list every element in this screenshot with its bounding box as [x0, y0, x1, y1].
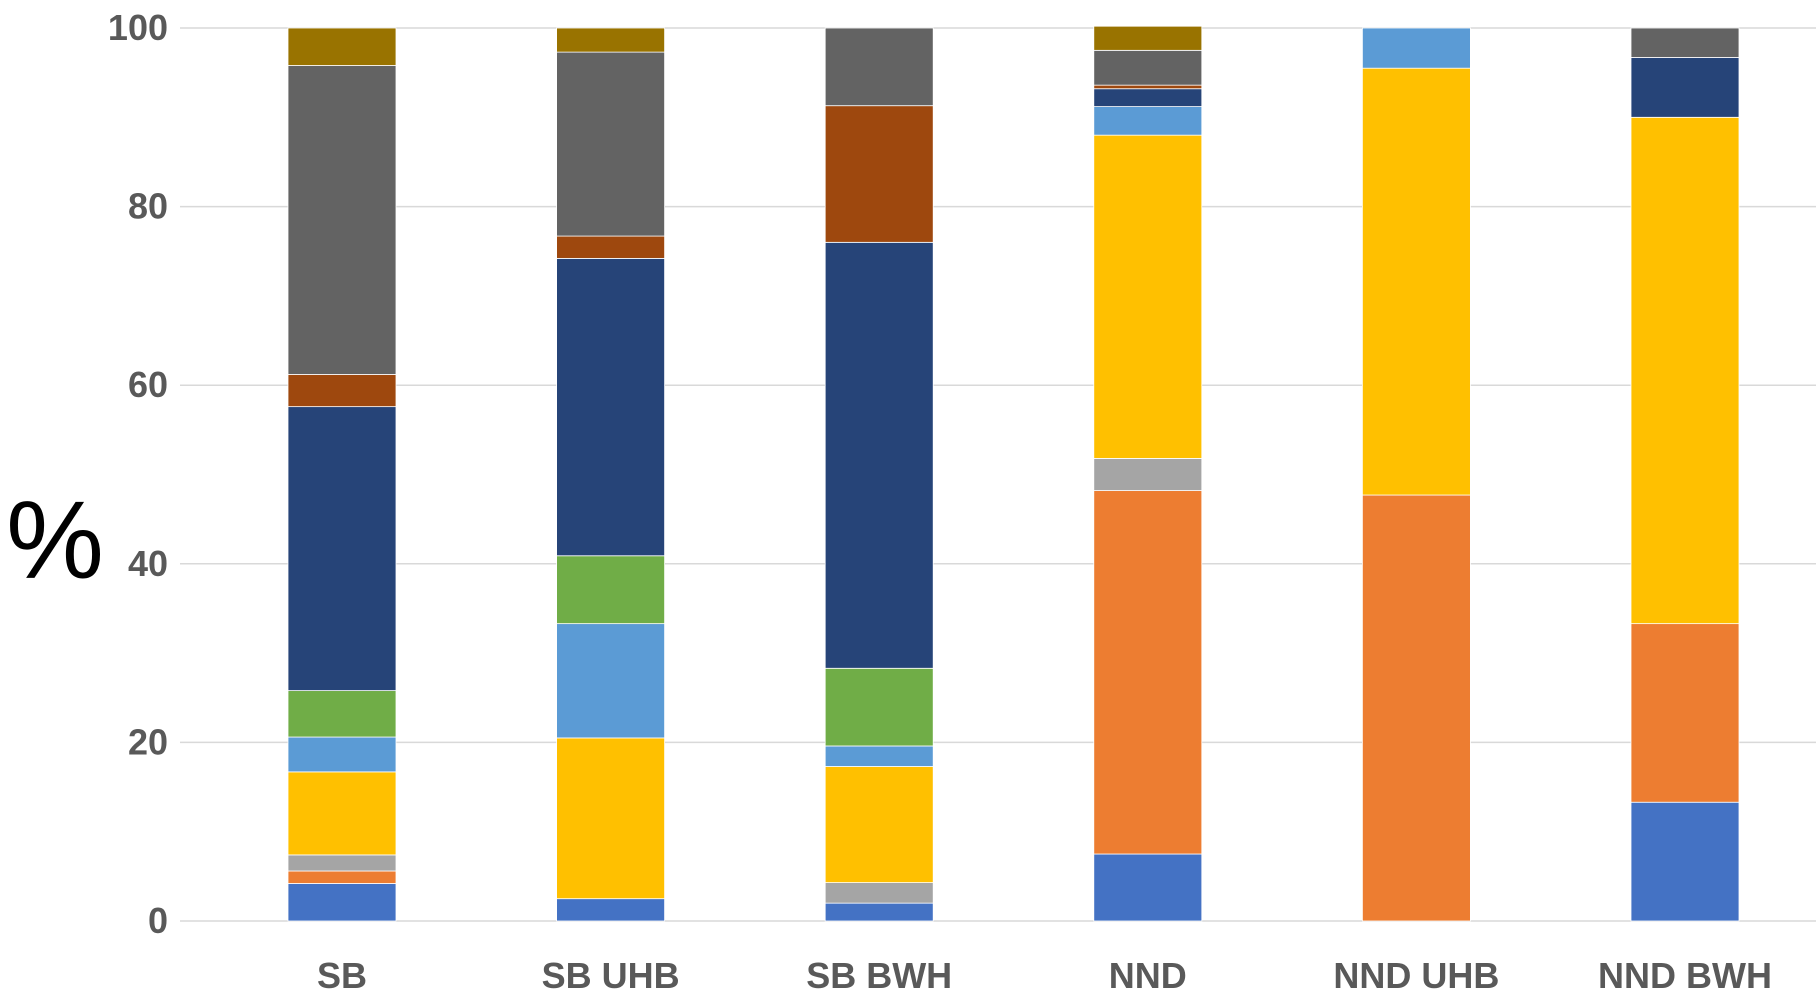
bar-segment [556, 51, 665, 237]
x-category-label: NND BWH [1598, 955, 1772, 993]
bars [287, 25, 1740, 922]
bar-segment [1093, 84, 1203, 90]
bar-segment [1093, 25, 1203, 51]
bar-segment [287, 65, 397, 375]
y-tick-label: 60 [128, 364, 168, 405]
bar-segment [1630, 116, 1740, 625]
bar-segment [1362, 27, 1471, 69]
y-axis-ticks: 0 20 40 60 80 100 [108, 7, 168, 941]
bar-segment [556, 898, 665, 922]
bar-segment [287, 883, 397, 922]
bar-segment [287, 690, 397, 738]
x-category-label: SB [317, 955, 367, 993]
bar-segment [1630, 623, 1740, 803]
bar-segment [824, 745, 934, 767]
bar-segment [1093, 458, 1203, 491]
bar-segment [556, 737, 665, 900]
bar-segment [824, 105, 934, 243]
bar-segment [1362, 67, 1471, 496]
bar-segment [1630, 801, 1740, 922]
bar-segment [824, 667, 934, 747]
bar-segment [1630, 27, 1740, 58]
y-tick-label: 40 [128, 543, 168, 584]
x-category-label: NND [1109, 955, 1187, 993]
x-axis-labels: SB SB UHB SB BWH NND NND UHB NND BWH [317, 955, 1772, 993]
bar-segment [1362, 494, 1471, 922]
bar-segment [824, 882, 934, 904]
bar-segment [1093, 49, 1203, 86]
bar-segment [556, 257, 665, 557]
y-tick-label: 20 [128, 721, 168, 762]
y-tick-label: 80 [128, 186, 168, 227]
y-tick-label: 100 [108, 7, 168, 48]
bar-segment [556, 623, 665, 739]
bar-segment [287, 854, 397, 872]
bar-segment [556, 555, 665, 625]
bar-segment [1093, 88, 1203, 107]
bar-segment [287, 374, 397, 408]
bar-segment [1093, 134, 1203, 459]
gridlines [180, 27, 1816, 922]
x-category-label: SB BWH [806, 955, 952, 993]
bar-segment [287, 771, 397, 856]
bar-segment [1630, 57, 1740, 118]
bar-segment [824, 241, 934, 669]
bar-segment [287, 406, 397, 692]
bar-segment [1093, 853, 1203, 922]
bar-segment [1093, 490, 1203, 855]
bar-segment [824, 766, 934, 884]
bar-segment [824, 27, 934, 107]
y-tick-label: 0 [148, 900, 168, 941]
bar-segment [287, 27, 397, 66]
bar-segment [1093, 106, 1203, 136]
bar-segment [556, 27, 665, 53]
bar-segment [556, 235, 665, 259]
bar-segment [287, 736, 397, 773]
y-axis-title: % [6, 479, 104, 602]
bar-segment [287, 870, 397, 884]
bar-segment [824, 902, 934, 922]
x-category-label: SB UHB [542, 955, 680, 993]
x-category-label: NND UHB [1333, 955, 1499, 993]
